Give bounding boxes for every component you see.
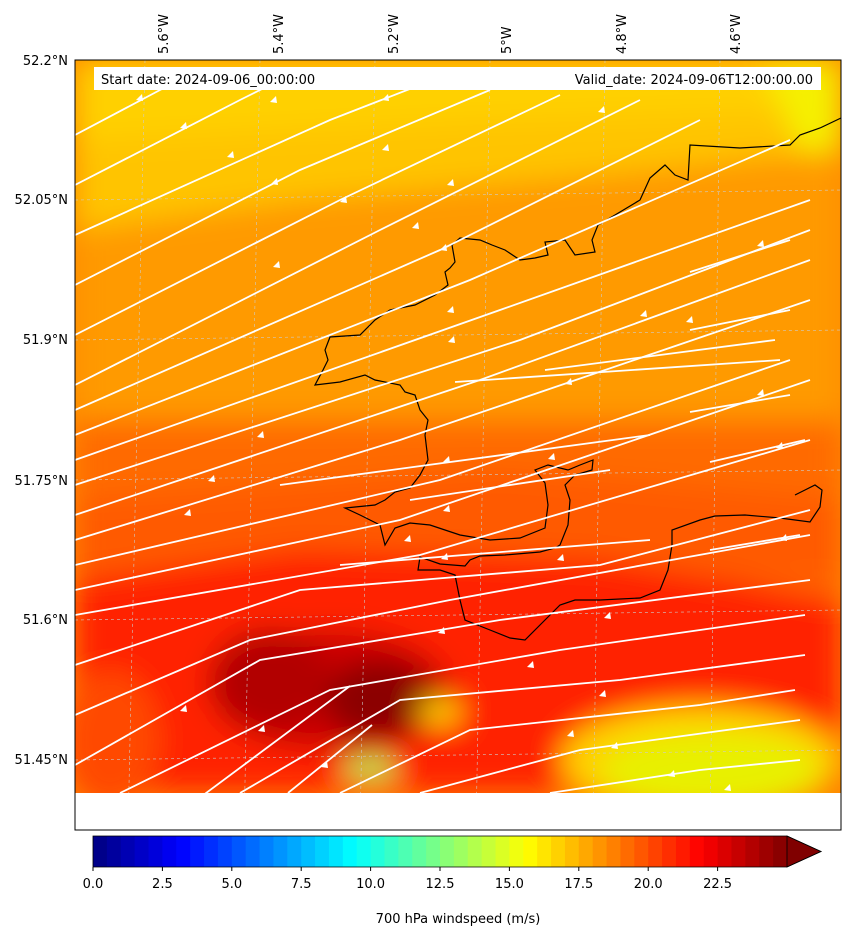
colorbar-cell	[634, 836, 649, 867]
colorbar-cell	[703, 836, 719, 867]
colorbar-cell	[287, 836, 302, 867]
colorbar-cell	[315, 836, 330, 867]
colorbar-cell	[217, 836, 233, 867]
colorbar-outline	[92, 835, 822, 868]
colorbar-cell	[176, 836, 191, 867]
colorbar-cell	[398, 836, 413, 867]
colorbar-cell	[523, 836, 538, 867]
colorbar-cell	[190, 836, 205, 867]
colorbar-cell	[301, 836, 316, 867]
colorbar-cell	[93, 836, 108, 867]
colorbar-cell	[481, 836, 497, 867]
colorbar-tick-label: 15.0	[495, 877, 524, 892]
colorbar-cell	[120, 836, 136, 867]
latitude-labels: 52.2°N 52.05°N 51.9°N 51.75°N 51.6°N 51.…	[15, 54, 68, 768]
colorbar-cell	[231, 836, 247, 867]
colorbar-cell	[509, 836, 524, 867]
colorbar-cell	[551, 836, 566, 867]
graticule	[75, 60, 841, 793]
colorbar-cell	[662, 836, 677, 867]
colorbar-cell	[356, 836, 372, 867]
colorbar-extend-arrow	[786, 835, 822, 868]
lat-label: 51.6°N	[23, 613, 68, 628]
colorbar-cell	[259, 836, 275, 867]
lat-label: 52.2°N	[23, 54, 68, 69]
map-border	[74, 59, 842, 831]
longitude-labels: 5.6°W 5.4°W 5.2°W 5°W 4.8°W 4.6°W	[157, 14, 744, 54]
colorbar-cell	[384, 836, 399, 867]
colorbar-tick-label: 2.5	[152, 877, 173, 892]
colorbar-cell	[648, 836, 663, 867]
lat-label: 51.45°N	[15, 753, 68, 768]
lon-label: 5.4°W	[272, 14, 287, 54]
colorbar-cell	[440, 836, 455, 867]
lon-label: 4.8°W	[615, 14, 630, 54]
colorbar-cell	[495, 836, 510, 867]
colorbar-cell	[426, 836, 441, 867]
colorbar-cell	[606, 836, 622, 867]
lat-label: 51.75°N	[15, 474, 68, 489]
colorbar-tick-label: 20.0	[634, 877, 663, 892]
colorbar-cell	[759, 836, 774, 867]
lat-label: 52.05°N	[15, 193, 68, 208]
colorbar-cell	[245, 836, 261, 867]
colorbar-cell	[106, 836, 122, 867]
start-date-label: Start date: 2024-09-06_00:00:00	[101, 73, 315, 88]
lon-label: 5.6°W	[157, 14, 172, 54]
colorbar-tick-label: 0.0	[83, 877, 104, 892]
colorbar-cell	[689, 836, 705, 867]
colorbar-tick-label: 22.5	[703, 877, 732, 892]
colorbar-tick-label: 17.5	[564, 877, 593, 892]
colorbar-cell	[204, 836, 219, 867]
colorbar-tick-label: 10.0	[356, 877, 385, 892]
colorbar-cell	[412, 836, 427, 867]
colorbar-cell	[453, 836, 469, 867]
lon-label: 4.6°W	[729, 14, 744, 54]
colorbar-cell	[370, 836, 386, 867]
colorbar-tick-label: 7.5	[291, 877, 312, 892]
colorbar-cell	[578, 836, 594, 867]
colorbar-cell	[564, 836, 580, 867]
colorbar-cell	[134, 836, 150, 867]
colorbar-cell	[717, 836, 733, 867]
colorbar-ticks: 0.0 2.5 5.0 7.5 10.0 12.5 15.0 17.5 20.0 22.5	[83, 867, 732, 892]
colorbar-gradient	[93, 836, 788, 867]
colorbar: 0.0 2.5 5.0 7.5 10.0 12.5 15.0 17.5 20.0 22.5 700…	[83, 835, 822, 927]
lon-label: 5.2°W	[387, 14, 402, 54]
colorbar-tick-label: 5.0	[221, 877, 242, 892]
colorbar-cell	[745, 836, 760, 867]
colorbar-cell	[773, 836, 788, 867]
date-info-box	[94, 67, 821, 90]
colorbar-cell	[731, 836, 746, 867]
lon-label: 5°W	[500, 26, 515, 54]
colorbar-cell	[328, 836, 344, 867]
colorbar-cell	[342, 836, 358, 867]
colorbar-cell	[592, 836, 608, 867]
colorbar-cell	[467, 836, 483, 867]
streamline-arrows	[136, 94, 787, 791]
colorbar-cell	[162, 836, 177, 867]
valid-date-label: Valid_date: 2024-09-06T12:00:00.00	[575, 73, 813, 88]
colorbar-cell	[620, 836, 635, 867]
colorbar-cell	[537, 836, 552, 867]
colorbar-cell	[273, 836, 288, 867]
coastline	[313, 117, 841, 641]
lat-label: 51.9°N	[23, 333, 68, 348]
colorbar-cell	[675, 836, 691, 867]
colorbar-tick-label: 12.5	[426, 877, 455, 892]
colorbar-label: 700 hPa windspeed (m/s)	[376, 912, 541, 927]
colorbar-cell	[148, 836, 163, 867]
